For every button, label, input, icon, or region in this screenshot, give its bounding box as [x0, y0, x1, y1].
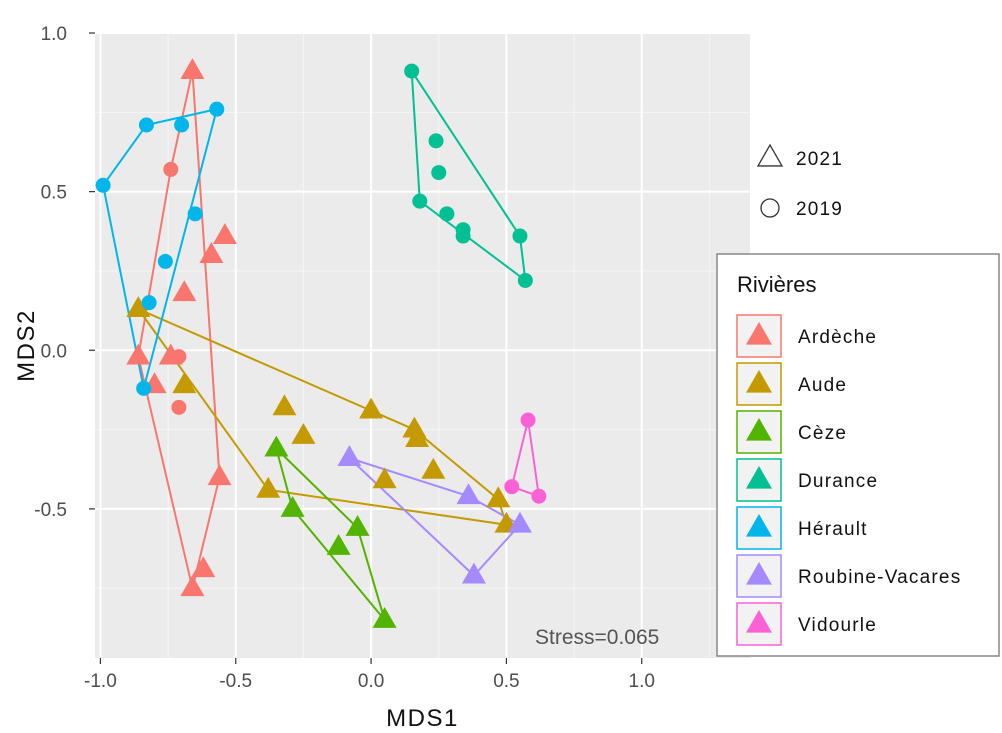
shape-legend: 2021 2019: [756, 143, 843, 220]
color-legend: Rivières Ardèche Aude Cèze Durance Hérault Ro…: [716, 253, 1000, 657]
circle-point: [95, 177, 111, 193]
triangle-point: [264, 435, 289, 457]
legend-key-triangle: [746, 609, 772, 633]
legend-key-triangle: [746, 465, 772, 489]
x-tick-label: 0.5: [493, 671, 519, 692]
x-tick-label: -1.0: [84, 671, 117, 692]
triangle-point: [126, 343, 151, 365]
circle-point: [520, 412, 536, 428]
legend-key-triangle: [746, 369, 772, 393]
circle-point: [504, 479, 520, 495]
x-axis-ticks: -1.0 -0.5 0.0 0.5 1.0: [84, 658, 655, 692]
plot-panel: [95, 33, 750, 658]
triangle-point: [337, 445, 362, 467]
triangle-point: [180, 58, 205, 80]
triangle-point: [405, 426, 430, 448]
stress-annotation: Stress=0.065: [535, 626, 659, 649]
triangle-point: [199, 242, 224, 264]
triangle-point: [486, 486, 511, 508]
triangle-point: [507, 511, 532, 533]
circle-point: [517, 272, 533, 288]
circle-point: [404, 63, 420, 79]
circle-point: [455, 228, 471, 244]
triangle-point: [456, 483, 481, 505]
triangle-point: [180, 575, 205, 597]
triangle-point: [172, 280, 197, 302]
circle-point: [171, 399, 187, 415]
circle-point: [174, 117, 190, 133]
y-axis-ticks: -0.5 0.0 0.5 1.0: [34, 24, 95, 521]
hull-polygon: [510, 419, 541, 498]
shape-legend-label: 2021: [796, 149, 843, 170]
circle-point: [439, 206, 455, 222]
circle-point: [163, 161, 179, 177]
circle-point: [157, 253, 173, 269]
triangle-point: [256, 476, 281, 498]
circle-point: [431, 165, 447, 181]
triangle-point: [172, 372, 197, 394]
legend-label: Hérault: [798, 519, 868, 540]
legend-label: Aude: [798, 375, 847, 396]
triangle-point: [372, 606, 397, 628]
triangle-point: [359, 397, 384, 419]
triangle-point: [461, 562, 486, 584]
circle-point: [428, 133, 444, 149]
triangle-point: [212, 223, 237, 244]
hull-polygon: [137, 70, 221, 589]
circle-point: [412, 193, 428, 209]
x-tick-label: 0.0: [358, 671, 384, 692]
y-tick-label: -0.5: [34, 500, 67, 521]
triangle-point: [291, 422, 316, 444]
y-tick-label: 1.0: [41, 24, 67, 45]
triangle-point: [126, 296, 151, 317]
triangle-point: [345, 514, 370, 536]
major-gridlines: [95, 32, 750, 658]
triangle-point: [421, 457, 446, 479]
x-tick-label: -0.5: [219, 671, 252, 692]
y-tick-label: 0.0: [41, 341, 67, 362]
triangle-point: [207, 464, 232, 486]
y-tick-label: 0.5: [41, 183, 67, 204]
legend-key: [736, 554, 782, 598]
legend-key-triangle: [746, 417, 772, 441]
triangle-point: [191, 556, 216, 578]
legend-key-triangle: [746, 561, 772, 585]
legend-label: Vidourle: [798, 615, 877, 636]
circle-point: [209, 101, 225, 117]
circle-point: [141, 295, 157, 311]
triangle-point: [372, 467, 397, 489]
legend-key-triangle: [746, 513, 772, 537]
legend-label: Durance: [798, 471, 878, 492]
legend-key-triangle: [746, 321, 772, 345]
legend-title: Rivières: [737, 272, 816, 297]
y-axis-title: MDS2: [13, 309, 40, 382]
circle-point: [187, 206, 203, 222]
shape-legend-triangle: [756, 143, 784, 167]
x-tick-label: 1.0: [629, 671, 655, 692]
legend-label: Roubine-Vacares: [798, 567, 961, 588]
circle-point: [171, 349, 187, 365]
legend-label: Ardèche: [798, 327, 877, 348]
circle-point: [136, 380, 152, 396]
circle-point: [512, 228, 528, 244]
triangle-point: [326, 534, 351, 555]
shape-legend-label: 2019: [796, 199, 843, 220]
circle-point: [138, 117, 154, 133]
triangle-point: [280, 495, 305, 517]
x-axis-title: MDS1: [386, 705, 459, 732]
data-points: [95, 58, 547, 628]
shape-legend-circle: [760, 198, 780, 218]
legend-label: Cèze: [798, 423, 847, 444]
circle-point: [531, 488, 547, 504]
triangle-point: [272, 394, 297, 416]
